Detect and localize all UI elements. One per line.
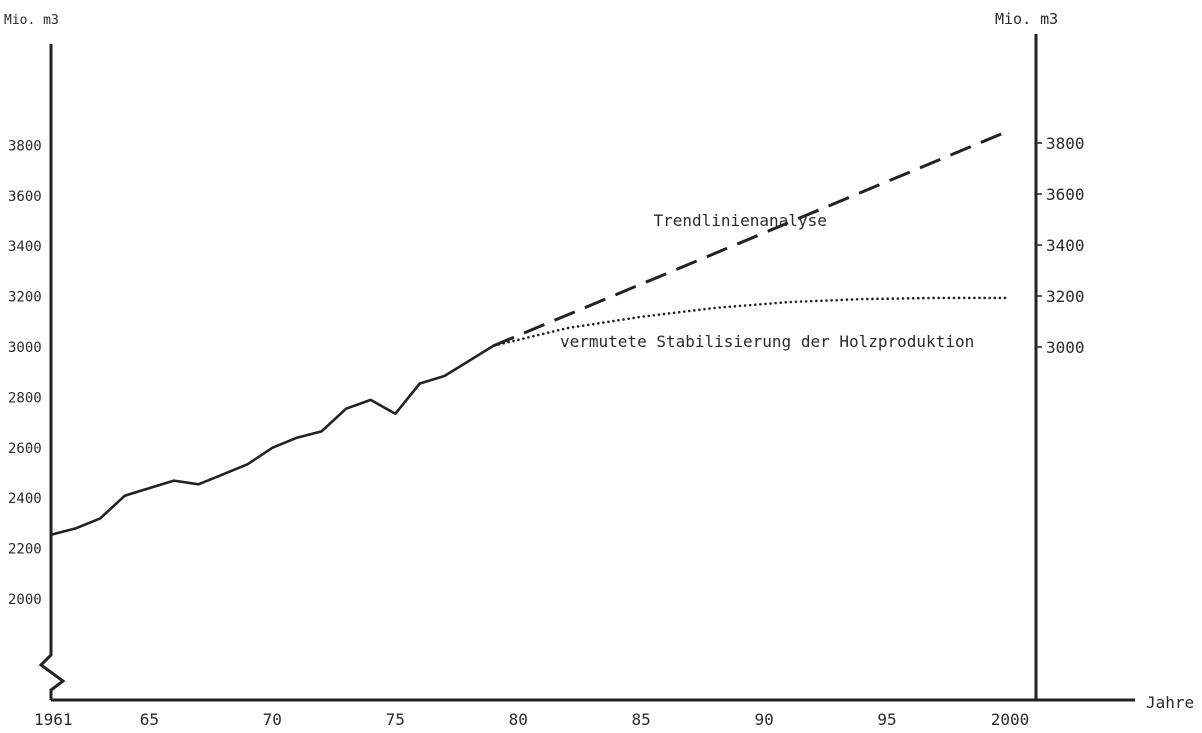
x-tick-label: 85 xyxy=(632,710,651,729)
y-left-tick-label: 3600 xyxy=(8,189,42,205)
y-left-tick-label: 3800 xyxy=(8,138,42,154)
y-right-tick-label: 3800 xyxy=(1046,134,1085,153)
y-right-tick-label: 3000 xyxy=(1046,338,1085,357)
x-tick-label: 90 xyxy=(754,710,773,729)
y-right-tick-label: 3400 xyxy=(1046,236,1085,255)
y-left-tick-label: 2800 xyxy=(8,390,42,406)
series-stabilisation-dotted xyxy=(492,296,1012,347)
annotation-trend: Trendlinienanalyse xyxy=(653,211,826,230)
x-tick-label: 70 xyxy=(263,710,282,729)
y-right-tick-label: 3200 xyxy=(1046,287,1085,306)
y-axis-left xyxy=(38,44,66,700)
annotation-stabilisation: vermutete Stabilisierung der Holzprodukt… xyxy=(560,332,974,351)
x-tick-label: 95 xyxy=(877,710,896,729)
x-axis-label: Jahre xyxy=(1146,693,1194,712)
y-left-tick-labels: 2000 2200 2400 2600 2800 3000 3200 3400 3600 3800 xyxy=(8,138,42,608)
y-left-tick-label: 2400 xyxy=(8,491,42,507)
y-left-tick-label: 2600 xyxy=(8,441,42,457)
x-tick-label: 65 xyxy=(140,710,159,729)
series-actual-production xyxy=(50,344,495,536)
x-tick-label: 2000 xyxy=(991,710,1030,729)
x-tick-labels: 1961 65 70 75 80 85 90 95 2000 xyxy=(34,710,1029,729)
y-unit-right: Mio. m3 xyxy=(995,10,1058,28)
y-left-tick-label: 2000 xyxy=(8,592,42,608)
x-tick-label: 75 xyxy=(386,710,405,729)
y-left-tick-label: 3400 xyxy=(8,239,42,255)
series-trend-dashed xyxy=(493,128,1011,348)
x-tick-label: 80 xyxy=(509,710,528,729)
y-unit-left: Mio. m3 xyxy=(4,13,59,28)
y-right-tick-label: 3600 xyxy=(1046,185,1085,204)
x-tick-label: 1961 xyxy=(34,710,73,729)
y-left-tick-label: 3000 xyxy=(8,340,42,356)
y-left-tick-label: 3200 xyxy=(8,290,42,306)
y-right-tick-labels: 3000 3200 3400 3600 3800 xyxy=(1036,134,1085,357)
y-left-tick-label: 2200 xyxy=(8,542,42,558)
